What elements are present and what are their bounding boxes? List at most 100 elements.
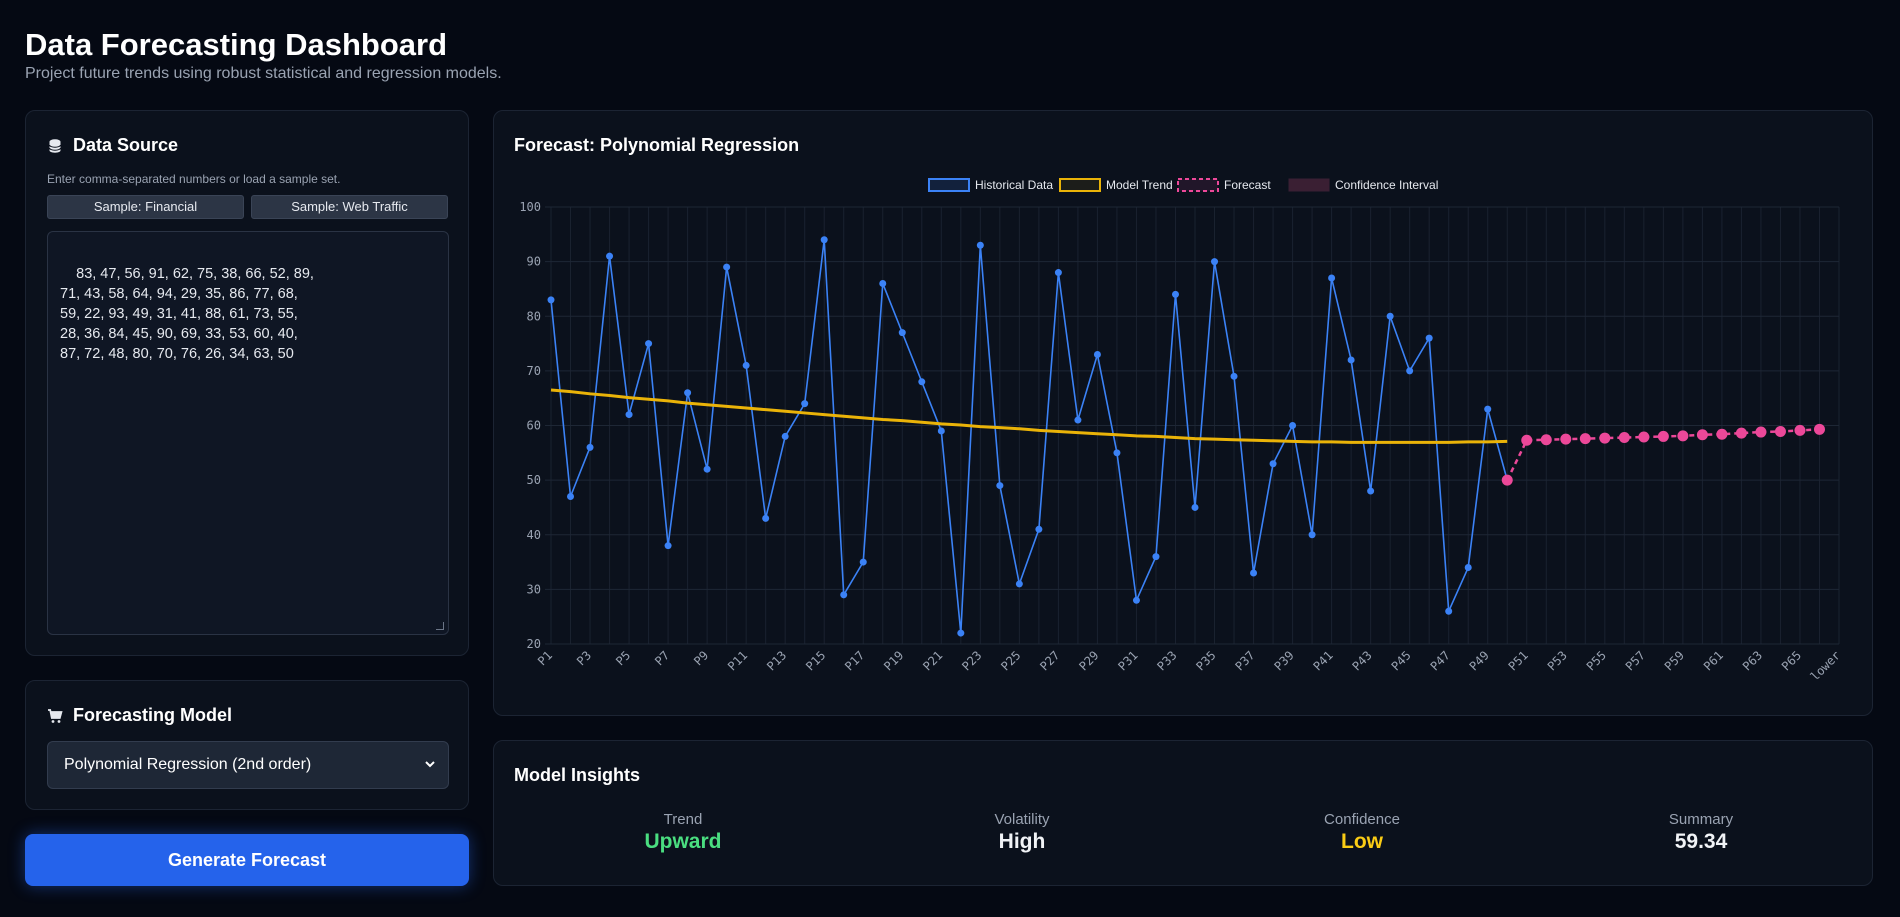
historical-point bbox=[1289, 422, 1297, 429]
historical-point bbox=[762, 514, 770, 522]
metric-volatility-label: Volatility bbox=[994, 811, 1050, 828]
forecast-point bbox=[1677, 430, 1689, 442]
metric-volatility: Volatility High bbox=[872, 811, 1172, 854]
historical-point bbox=[1132, 596, 1140, 604]
x-tick-label: P49 bbox=[1467, 648, 1492, 673]
generate-forecast-button[interactable]: Generate Forecast bbox=[25, 834, 469, 886]
historical-point bbox=[976, 241, 984, 249]
x-tick-label: P9 bbox=[691, 648, 711, 668]
historical-point bbox=[1074, 416, 1082, 424]
historical-point bbox=[957, 629, 965, 637]
trend-series-line bbox=[550, 388, 1508, 444]
metric-trend-label: Trend bbox=[663, 811, 703, 828]
sample-financial-button[interactable]: Sample: Financial bbox=[47, 195, 244, 219]
x-tick-label: P33 bbox=[1154, 648, 1179, 673]
forecast-point bbox=[1735, 427, 1747, 439]
historical-point bbox=[1113, 449, 1121, 457]
forecast-point bbox=[1599, 432, 1611, 444]
x-tick-label: P35 bbox=[1193, 648, 1218, 673]
metric-confidence-value: Low bbox=[1341, 830, 1383, 853]
historical-point bbox=[586, 443, 594, 451]
x-tick-label: P65 bbox=[1779, 648, 1804, 673]
cart-icon bbox=[48, 708, 63, 723]
y-tick-label: 40 bbox=[527, 528, 541, 542]
page-title: Data Forecasting Dashboard bbox=[25, 27, 448, 62]
forecast-point bbox=[1638, 431, 1650, 443]
data-source-heading: Data Source bbox=[47, 135, 178, 156]
model-heading: Forecasting Model bbox=[47, 705, 232, 726]
forecast-chart: 20 30 40 50 60 70 80 90 100 P1 P3 P5 P7 P9 P11 P13 P15 P1… bbox=[519, 178, 1843, 684]
forecast-point bbox=[1657, 430, 1669, 442]
sample-web-traffic-button[interactable]: Sample: Web Traffic bbox=[251, 195, 448, 219]
metric-trend: Trend Upward bbox=[533, 811, 833, 854]
historical-point bbox=[1211, 258, 1219, 266]
data-source-title: Data Source bbox=[73, 135, 179, 155]
historical-point bbox=[1464, 564, 1472, 572]
metric-confidence: Confidence Low bbox=[1212, 811, 1512, 854]
metric-summary-label: Summary bbox=[1668, 811, 1734, 828]
historical-point bbox=[996, 482, 1004, 490]
x-tick-label: P21 bbox=[920, 648, 945, 673]
metric-summary: Summary 59.34 bbox=[1551, 811, 1851, 854]
forecast-point bbox=[1716, 428, 1728, 440]
historical-point bbox=[820, 236, 828, 244]
historical-point bbox=[742, 361, 750, 369]
historical-point bbox=[1152, 553, 1160, 561]
x-tick-label: P5 bbox=[613, 648, 633, 668]
historical-point bbox=[840, 591, 848, 599]
y-tick-label: 70 bbox=[527, 364, 541, 378]
model-title: Forecasting Model bbox=[73, 705, 233, 725]
legend-swatch bbox=[1288, 178, 1330, 192]
historical-point bbox=[937, 427, 945, 435]
y-tick-label: 60 bbox=[527, 419, 541, 433]
data-source-hint: Enter comma-separated numbers or load a … bbox=[47, 172, 341, 186]
x-tick-label: lower bbox=[1808, 648, 1843, 683]
historical-point bbox=[1484, 405, 1492, 413]
historical-point bbox=[781, 432, 789, 440]
historical-point bbox=[1347, 356, 1355, 364]
forecast-point bbox=[1696, 429, 1708, 441]
x-tick-label: P13 bbox=[764, 648, 789, 673]
y-tick-label: 100 bbox=[519, 200, 541, 214]
metric-summary-value: 59.34 bbox=[1674, 830, 1728, 853]
historical-point bbox=[1425, 334, 1433, 342]
x-tick-label: P63 bbox=[1740, 648, 1765, 673]
x-tick-label: P57 bbox=[1623, 648, 1648, 673]
x-tick-label: P39 bbox=[1271, 648, 1296, 673]
x-tick-label: P19 bbox=[881, 648, 906, 673]
historical-point bbox=[1015, 580, 1023, 588]
forecast-point bbox=[1540, 434, 1552, 446]
model-select[interactable]: Polynomial Regression (2nd order) bbox=[47, 741, 449, 789]
metric-confidence-label: Confidence bbox=[1324, 811, 1400, 828]
data-input[interactable]: 83, 47, 56, 91, 62, 75, 38, 66, 52, 89, … bbox=[47, 231, 449, 635]
historical-point bbox=[859, 558, 867, 566]
y-tick-label: 30 bbox=[527, 582, 541, 596]
historical-point bbox=[918, 378, 926, 386]
chart-title: Forecast: Polynomial Regression bbox=[514, 135, 800, 155]
data-input-text: 83, 47, 56, 91, 62, 75, 38, 66, 52, 89, … bbox=[60, 266, 314, 362]
historical-series-line bbox=[550, 239, 1509, 634]
forecast-point bbox=[1774, 426, 1786, 438]
chevron-down-icon bbox=[425, 761, 435, 768]
historical-point bbox=[645, 340, 653, 348]
historical-point bbox=[547, 296, 555, 304]
y-tick-label: 20 bbox=[527, 637, 541, 651]
historical-point bbox=[567, 493, 575, 501]
historical-point bbox=[1367, 487, 1375, 495]
historical-point bbox=[1386, 312, 1394, 320]
forecast-point bbox=[1521, 434, 1533, 446]
forecast-point bbox=[1579, 433, 1591, 445]
x-tick-label: P27 bbox=[1037, 648, 1062, 673]
insights-title: Model Insights bbox=[514, 765, 640, 785]
historical-point bbox=[1406, 367, 1414, 375]
historical-point bbox=[898, 329, 906, 337]
historical-point bbox=[664, 542, 672, 550]
historical-point bbox=[1054, 269, 1062, 277]
legend-swatch bbox=[928, 178, 970, 192]
historical-point bbox=[1171, 290, 1179, 298]
forecast-point bbox=[1501, 474, 1513, 486]
resize-handle[interactable] bbox=[436, 622, 444, 630]
historical-point bbox=[1191, 503, 1199, 511]
legend-label: Historical Data bbox=[975, 178, 1053, 192]
metric-trend-value: Upward bbox=[644, 830, 722, 853]
